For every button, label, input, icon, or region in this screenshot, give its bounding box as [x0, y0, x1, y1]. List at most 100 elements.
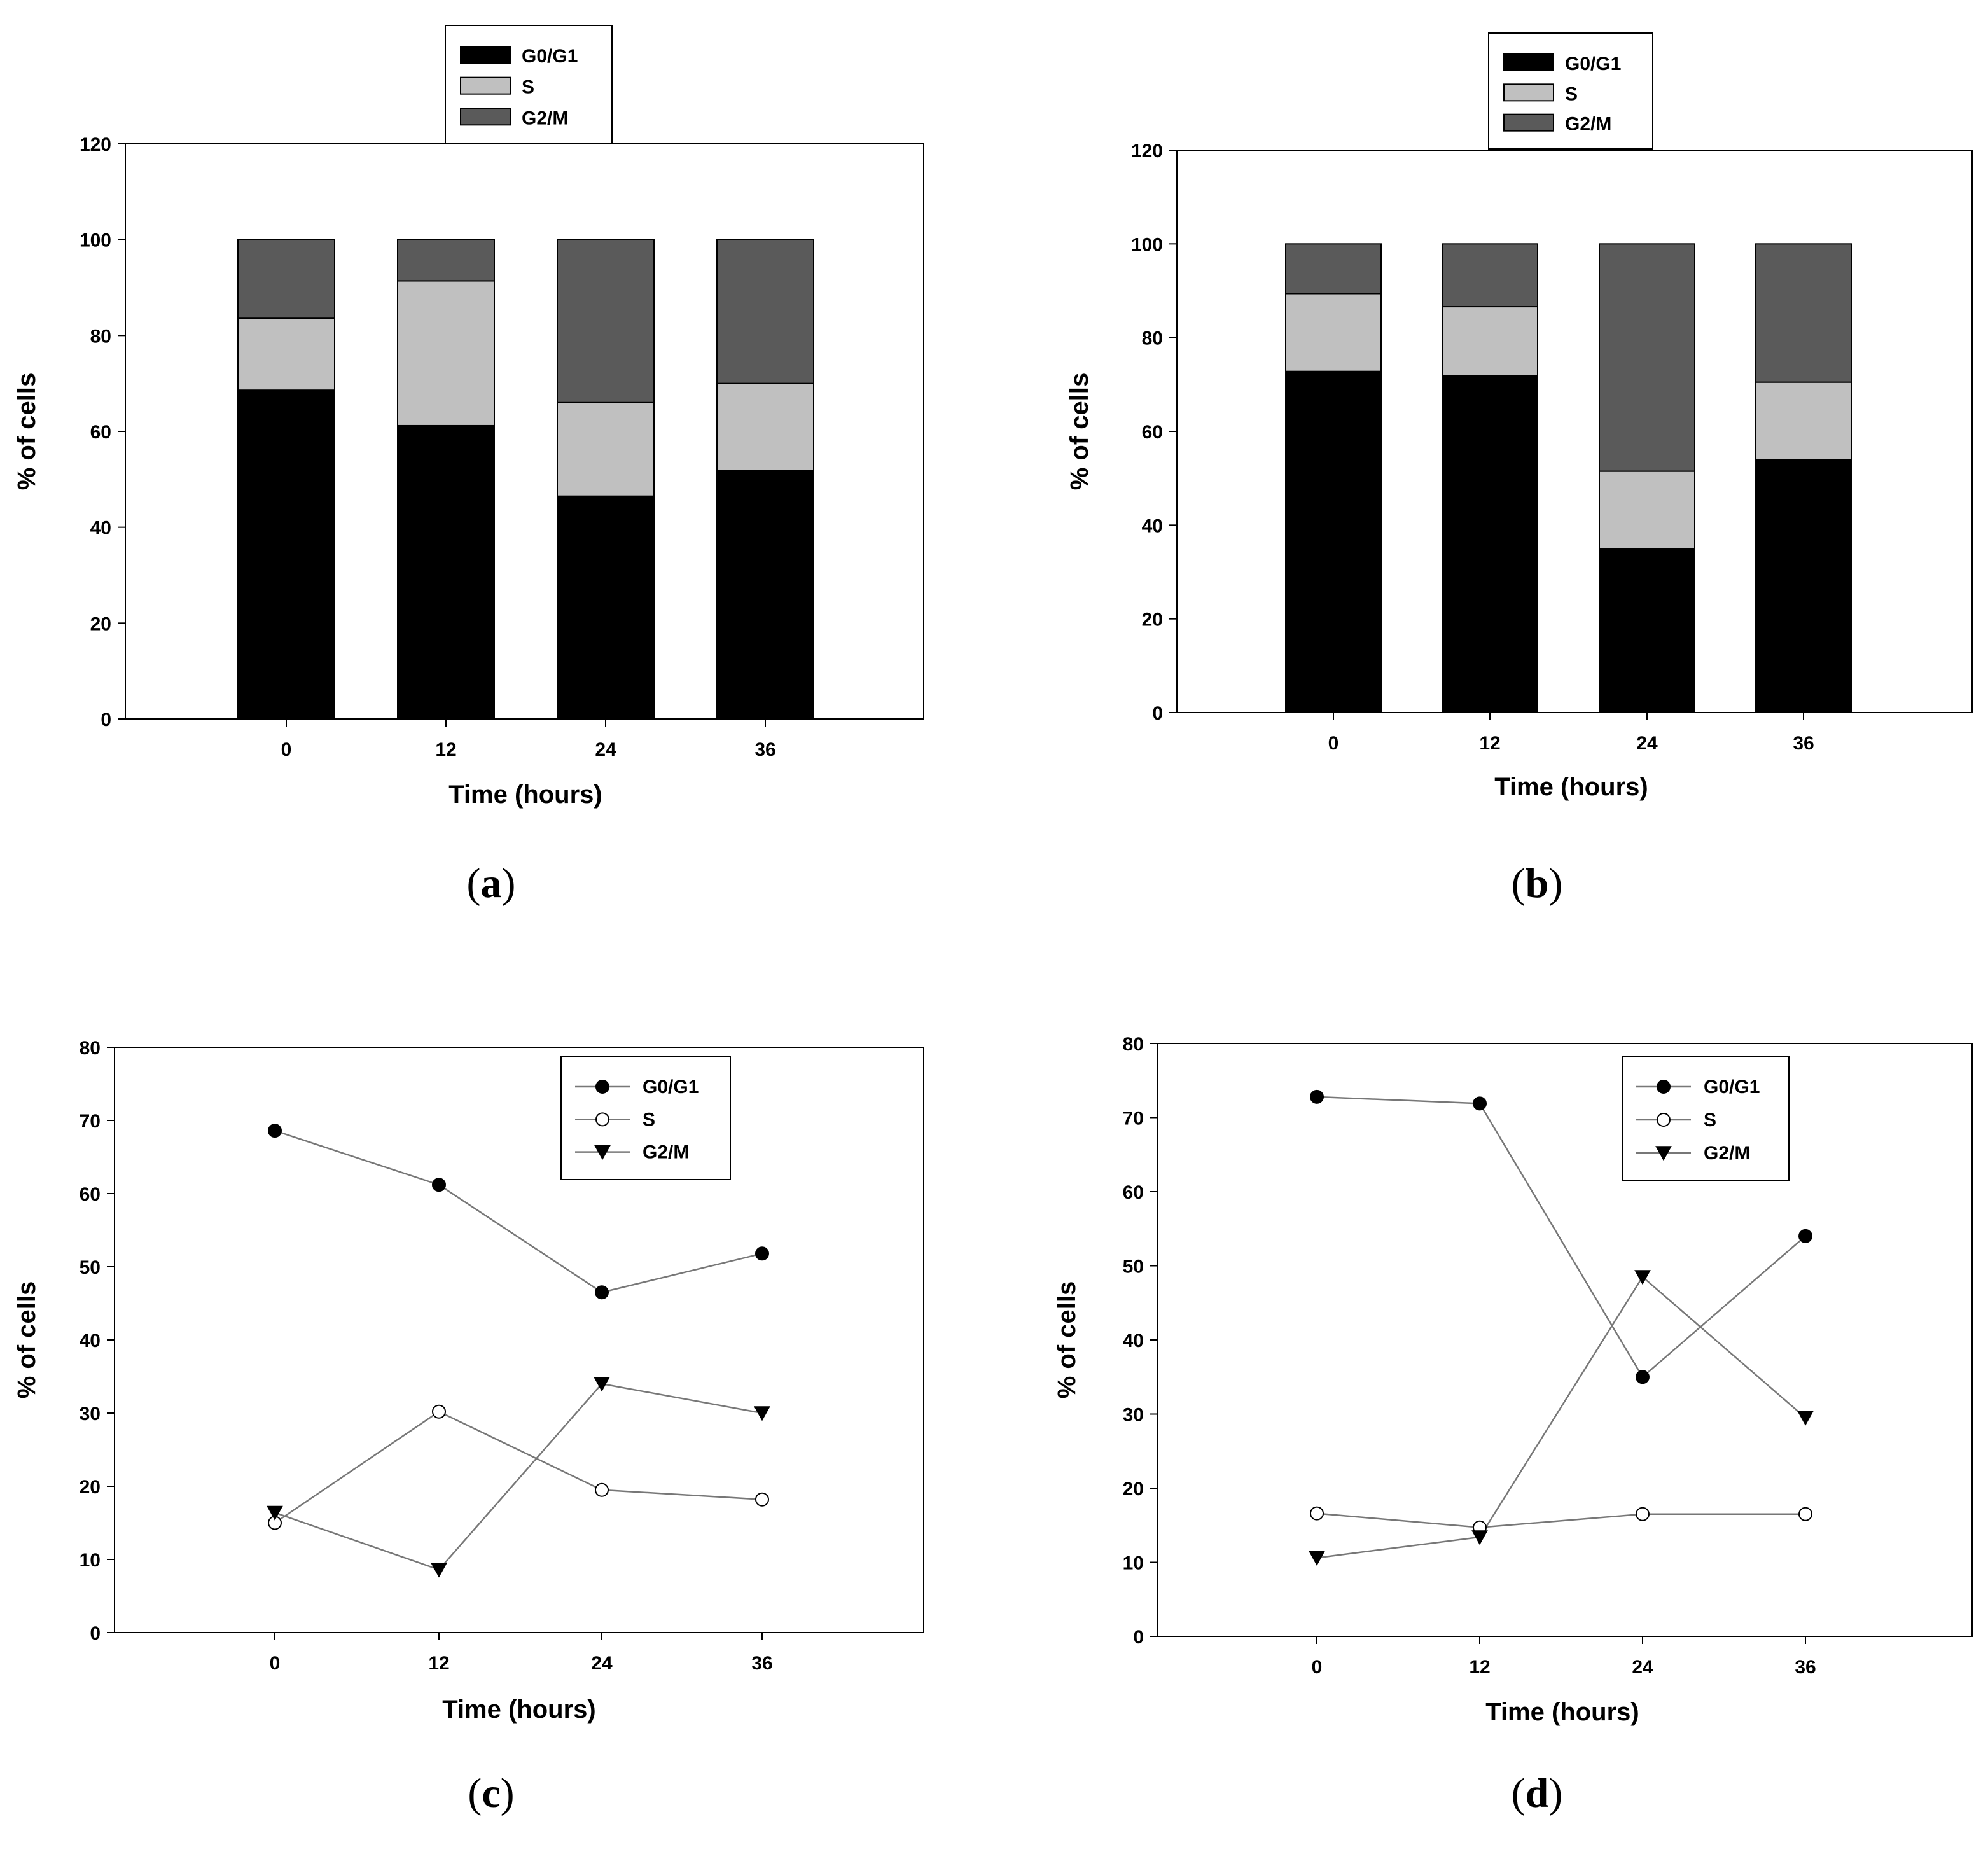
y-tick-label: 20 — [1142, 610, 1163, 631]
data-point-g2-m-0h — [267, 1505, 283, 1521]
y-tick-label: 40 — [1142, 515, 1163, 536]
y-tick-label: 60 — [1142, 422, 1163, 443]
plot-frame — [114, 1047, 924, 1633]
y-tick-label: 100 — [1131, 234, 1163, 255]
chart-panel-c: 0 10 20 30 40 50 60 70 80 0 12 24 36 Time (hours) % of… — [13, 1038, 924, 1816]
panel-label: (a) — [467, 860, 516, 907]
x-tick-label: 24 — [1636, 733, 1658, 754]
bar-segment-g2-m-12h — [397, 239, 495, 282]
legend-swatch-s — [1503, 83, 1554, 102]
data-point-g2-m-36h — [1797, 1411, 1814, 1426]
data-point-g0-g1-36h — [1798, 1229, 1812, 1243]
panel-letter: d — [1526, 1770, 1549, 1816]
y-tick-label: 20 — [80, 1477, 101, 1498]
y-axis-title: % of cells — [1053, 1281, 1081, 1399]
y-axis-title: % of cells — [13, 373, 41, 491]
data-point-s-36h — [755, 1492, 769, 1507]
y-tick-label: 60 — [90, 422, 111, 443]
bar-segment-g0-g1-24h — [1599, 548, 1695, 714]
plot-frame — [1157, 1043, 1973, 1637]
y-tick-label: 10 — [1123, 1553, 1144, 1574]
data-point-s-24h — [1636, 1507, 1650, 1521]
legend-marker-g2-m — [594, 1145, 611, 1161]
legend-label: S — [1565, 83, 1578, 104]
y-tick-label: 120 — [1131, 141, 1163, 162]
legend-swatch-g0-g1 — [460, 46, 511, 64]
chart-panel-b: 0 20 40 60 80 100 120 0 12 24 36 Time (hours) % of c… — [1066, 32, 1973, 907]
legend-label: S — [643, 1109, 655, 1130]
bar-segment-s-36h — [716, 382, 814, 471]
data-point-g0-g1-12h — [1473, 1096, 1487, 1111]
data-point-g0-g1-24h — [595, 1285, 609, 1300]
data-point-s-0h — [1310, 1506, 1324, 1521]
series-line-s — [1316, 1512, 1805, 1528]
y-tick-label: 60 — [80, 1184, 101, 1205]
chart-panel-d: 0 10 20 30 40 50 60 70 80 0 12 24 36 Time (hours) % of… — [1053, 1034, 1973, 1816]
y-tick-label: 80 — [1142, 328, 1163, 349]
panel-letter: c — [482, 1770, 500, 1816]
panel-label: (d) — [1512, 1770, 1563, 1816]
y-tick-label: 30 — [80, 1404, 101, 1425]
y-tick-label: 40 — [90, 518, 111, 539]
x-tick-label: 0 — [270, 1653, 281, 1674]
y-tick-label: 100 — [80, 230, 111, 251]
bar-segment-s-36h — [1755, 381, 1852, 461]
legend-swatch-g2-m — [1503, 113, 1554, 132]
y-tick-label: 50 — [80, 1257, 101, 1278]
legend-marker-g0-g1 — [595, 1080, 609, 1094]
bar-segment-g0-g1-36h — [1755, 459, 1852, 713]
x-axis-title: Time (hours) — [1485, 1698, 1639, 1726]
y-tick-label: 40 — [80, 1330, 101, 1351]
data-point-g2-m-12h — [1471, 1530, 1488, 1545]
y-tick-label: 70 — [1123, 1108, 1144, 1129]
data-point-s-36h — [1798, 1507, 1812, 1521]
y-tick-label: 20 — [1123, 1479, 1144, 1500]
bar-segment-s-24h — [557, 401, 655, 497]
data-point-g2-m-24h — [594, 1377, 610, 1392]
y-tick-label: 30 — [1123, 1405, 1144, 1426]
series-line-g2-m — [274, 1383, 763, 1571]
legend-label: G2/M — [1565, 114, 1611, 135]
x-tick-label: 24 — [591, 1653, 613, 1674]
data-point-g2-m-0h — [1309, 1551, 1325, 1566]
bar-segment-g0-g1-12h — [397, 424, 495, 720]
legend-label: G0/G1 — [1704, 1077, 1760, 1098]
bar-segment-g0-g1-36h — [716, 470, 814, 720]
y-tick-label: 60 — [1123, 1182, 1144, 1203]
series-line-g0-g1 — [274, 1129, 763, 1293]
x-axis-title: Time (hours) — [1494, 773, 1648, 801]
x-tick-label: 24 — [595, 739, 616, 760]
y-tick-label: 70 — [80, 1111, 101, 1132]
legend-label: S — [522, 77, 534, 98]
bar-segment-g2-m-36h — [716, 239, 814, 384]
chart-panel-a: 0 20 40 60 80 100 120 0 12 24 36 Time (hours) % of c… — [13, 25, 924, 907]
y-tick-label: 0 — [1133, 1627, 1144, 1648]
y-tick-label: 80 — [90, 326, 111, 347]
data-point-g2-m-24h — [1634, 1270, 1651, 1285]
y-tick-label: 0 — [90, 1623, 101, 1644]
legend-marker-g2-m — [1655, 1146, 1672, 1161]
legend-label: G0/G1 — [1565, 53, 1621, 74]
bar-segment-g0-g1-0h — [237, 389, 335, 720]
y-tick-label: 120 — [80, 134, 111, 155]
legend-swatch-s — [460, 76, 511, 95]
legend-box — [1622, 1056, 1790, 1181]
bar-segment-g2-m-12h — [1442, 243, 1538, 308]
bar-segment-s-12h — [397, 280, 495, 426]
bar-segment-g0-g1-24h — [557, 495, 655, 720]
legend-label: G2/M — [1704, 1143, 1750, 1164]
legend: G0/G1 S G2/M — [445, 25, 613, 144]
panel-label: (c) — [468, 1770, 514, 1816]
y-tick-label: 40 — [1123, 1330, 1144, 1351]
bar-segment-g2-m-24h — [1599, 243, 1695, 472]
data-point-g2-m-36h — [754, 1406, 770, 1421]
legend-marker-s — [595, 1112, 609, 1127]
legend: G0/G1 S G2/M — [560, 1056, 731, 1180]
legend-label: S — [1704, 1110, 1716, 1131]
x-tick-label: 12 — [1469, 1657, 1490, 1678]
legend: G0/G1 S G2/M — [1622, 1056, 1790, 1181]
data-point-g0-g1-12h — [432, 1178, 446, 1192]
x-tick-label: 0 — [281, 739, 292, 760]
y-tick-label: 80 — [80, 1038, 101, 1059]
